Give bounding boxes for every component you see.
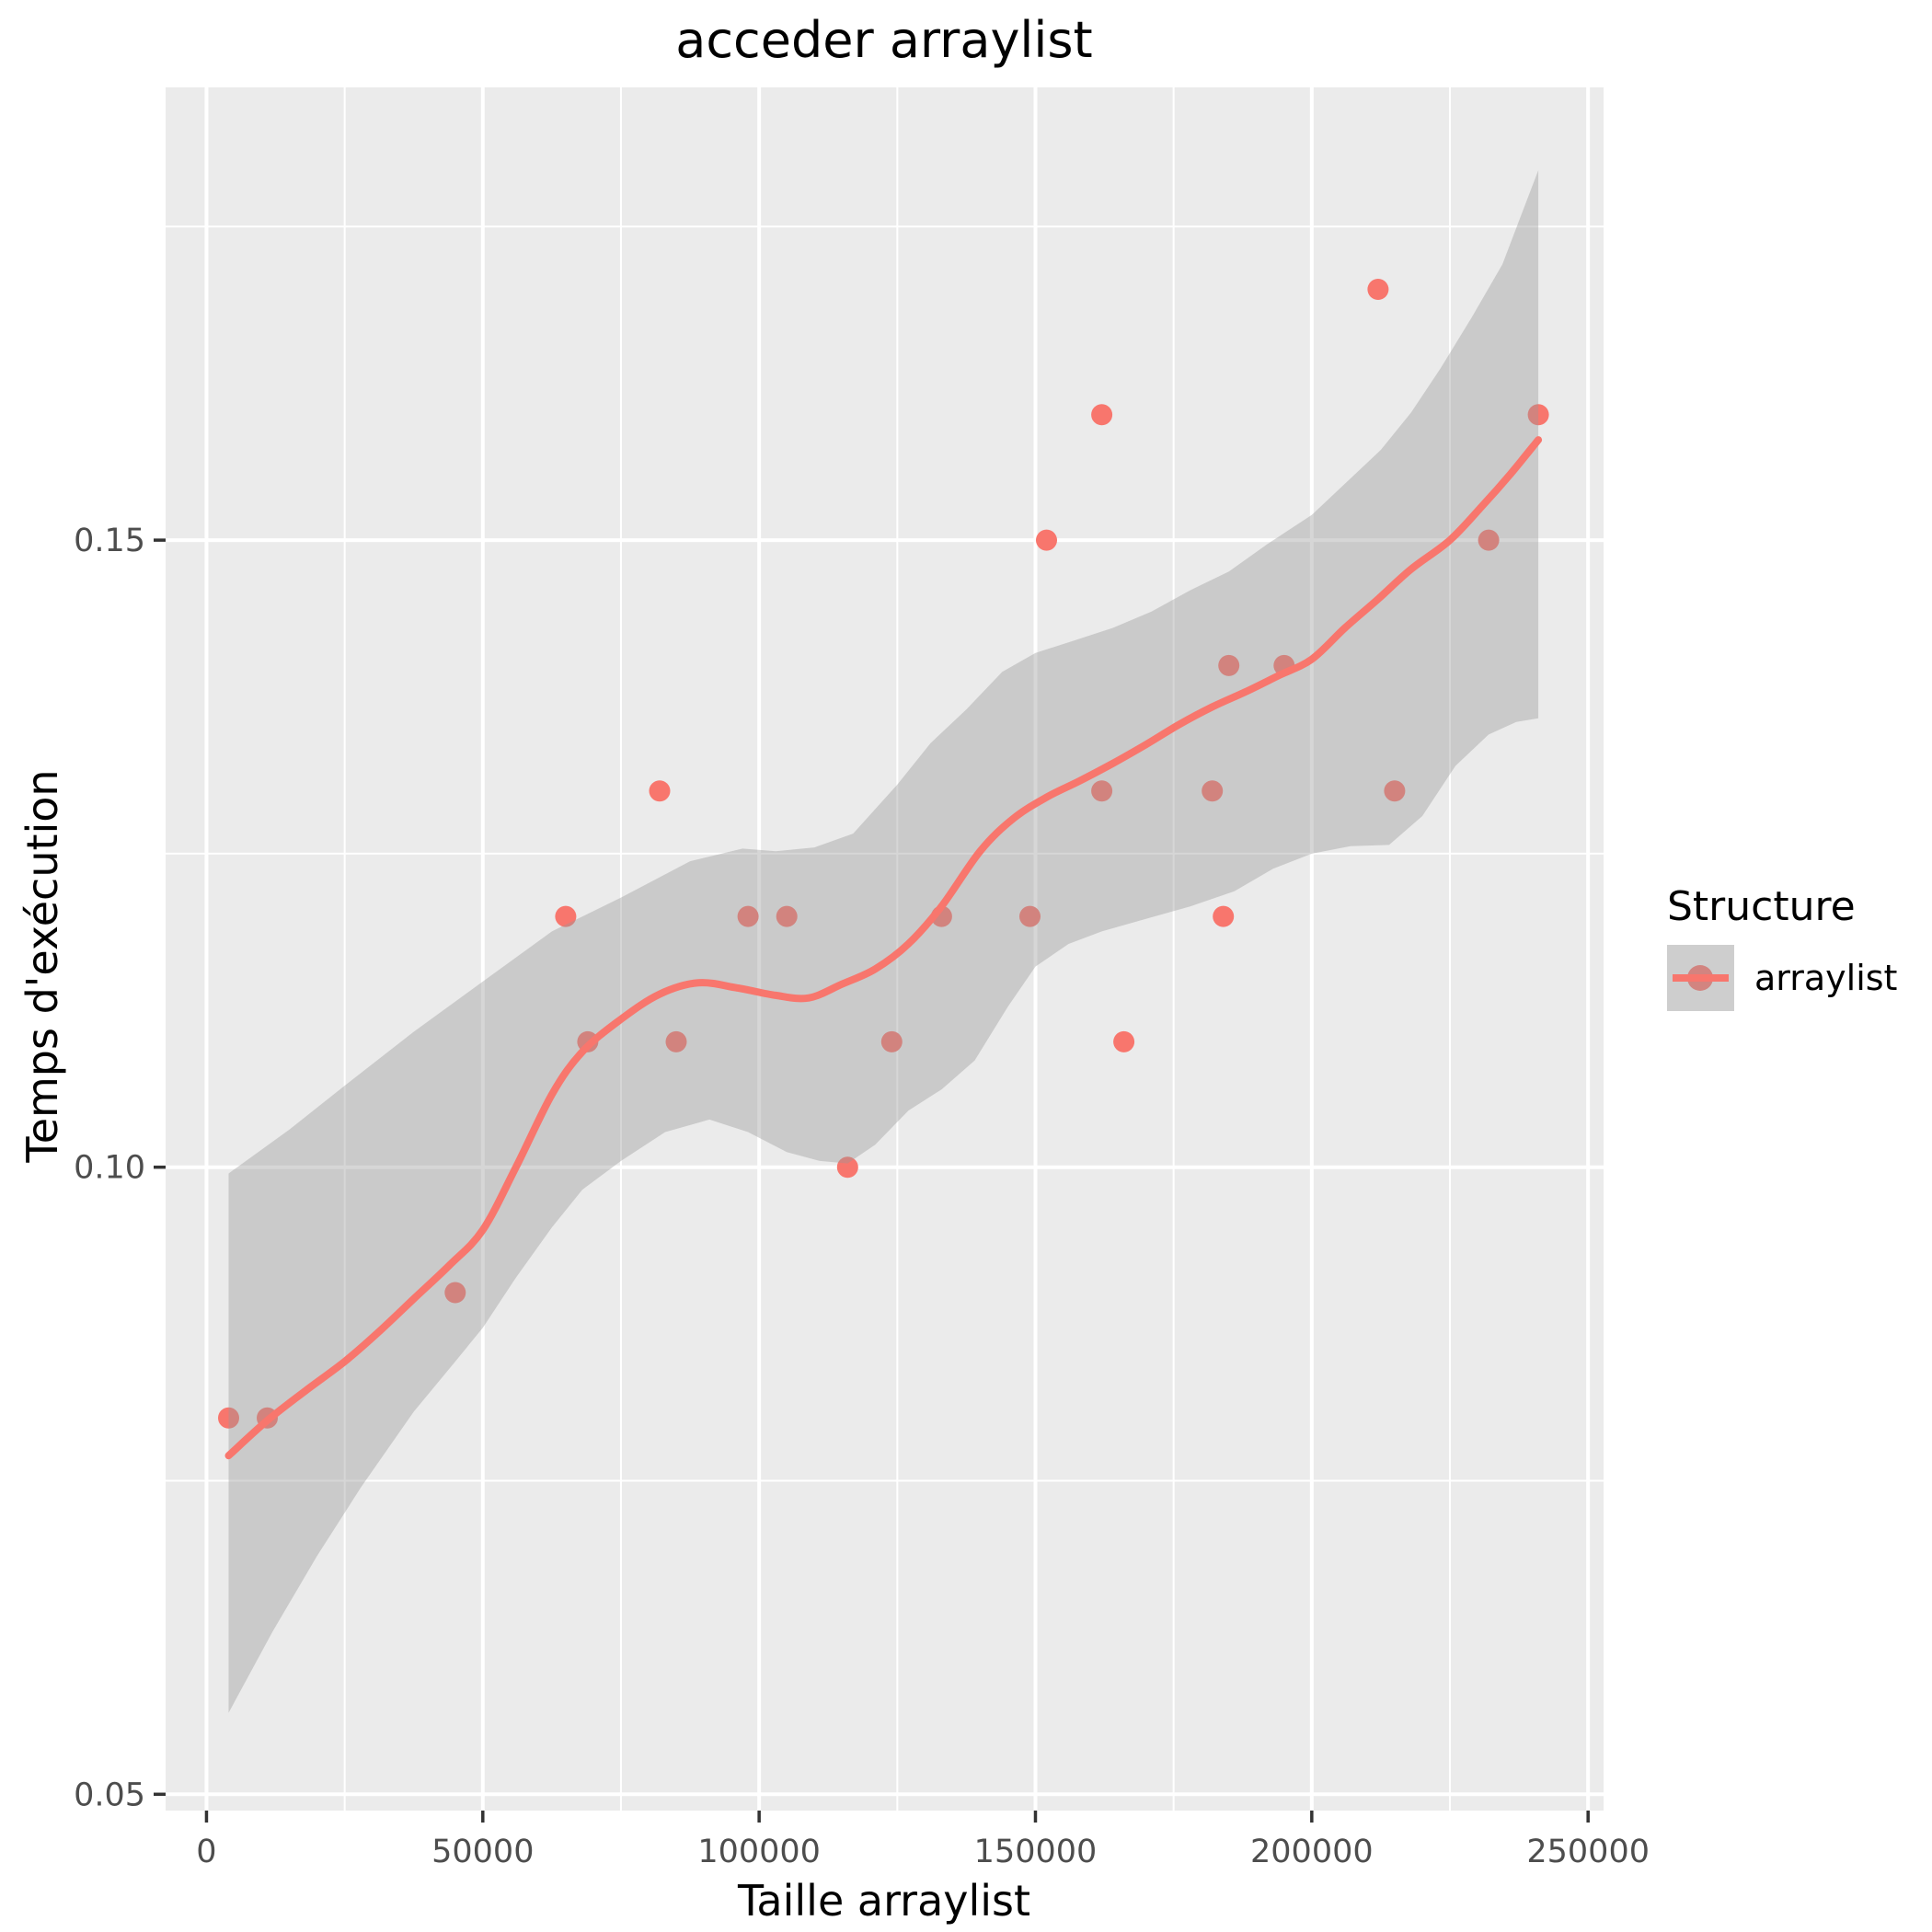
x-axis-title: Taille arraylist bbox=[737, 1876, 1030, 1926]
x-tick-label: 150000 bbox=[974, 1834, 1098, 1870]
y-tick-label: 0.10 bbox=[74, 1150, 145, 1187]
data-point bbox=[737, 905, 759, 927]
data-point bbox=[1367, 279, 1389, 300]
data-point bbox=[836, 1156, 858, 1179]
data-point bbox=[649, 780, 671, 802]
data-point bbox=[665, 1030, 687, 1052]
data-point bbox=[444, 1282, 466, 1304]
y-tick-labels: 0.05 0.10 0.15 bbox=[74, 523, 145, 1813]
data-point bbox=[880, 1030, 903, 1052]
major-gridlines bbox=[166, 87, 1604, 1811]
data-point bbox=[1036, 529, 1057, 551]
data-point bbox=[1213, 905, 1235, 927]
chart-title: acceder arraylist bbox=[675, 11, 1092, 69]
axis-ticks bbox=[154, 538, 1590, 1823]
x-tick-label: 250000 bbox=[1526, 1834, 1650, 1870]
x-tick-label: 100000 bbox=[697, 1834, 821, 1870]
plot-panel bbox=[166, 87, 1604, 1811]
data-point bbox=[1218, 654, 1240, 676]
y-tick-label: 0.15 bbox=[74, 523, 145, 559]
legend: Structure arraylist bbox=[1667, 883, 1897, 1011]
confidence-band bbox=[228, 170, 1539, 1713]
x-tick-label: 50000 bbox=[431, 1834, 534, 1870]
legend-title: Structure bbox=[1667, 883, 1856, 930]
data-point bbox=[1527, 404, 1549, 426]
legend-entry-label: arraylist bbox=[1754, 958, 1897, 998]
x-tick-label: 200000 bbox=[1250, 1834, 1374, 1870]
data-point bbox=[555, 905, 577, 927]
x-tick-label: 0 bbox=[196, 1834, 216, 1870]
data-point bbox=[1478, 529, 1500, 551]
data-point bbox=[1019, 905, 1041, 927]
y-tick-label: 0.05 bbox=[74, 1777, 145, 1813]
y-axis-title: Temps d'exécution bbox=[17, 769, 67, 1163]
data-point bbox=[1091, 404, 1113, 426]
data-point bbox=[1113, 1030, 1135, 1052]
data-point bbox=[218, 1407, 239, 1429]
data-point bbox=[1091, 780, 1113, 802]
data-point bbox=[1384, 780, 1406, 802]
smooth-line bbox=[224, 436, 1543, 1460]
data-point bbox=[776, 905, 798, 927]
x-tick-labels: 0 50000 100000 150000 200000 250000 bbox=[196, 1834, 1650, 1870]
data-point bbox=[1202, 780, 1224, 802]
